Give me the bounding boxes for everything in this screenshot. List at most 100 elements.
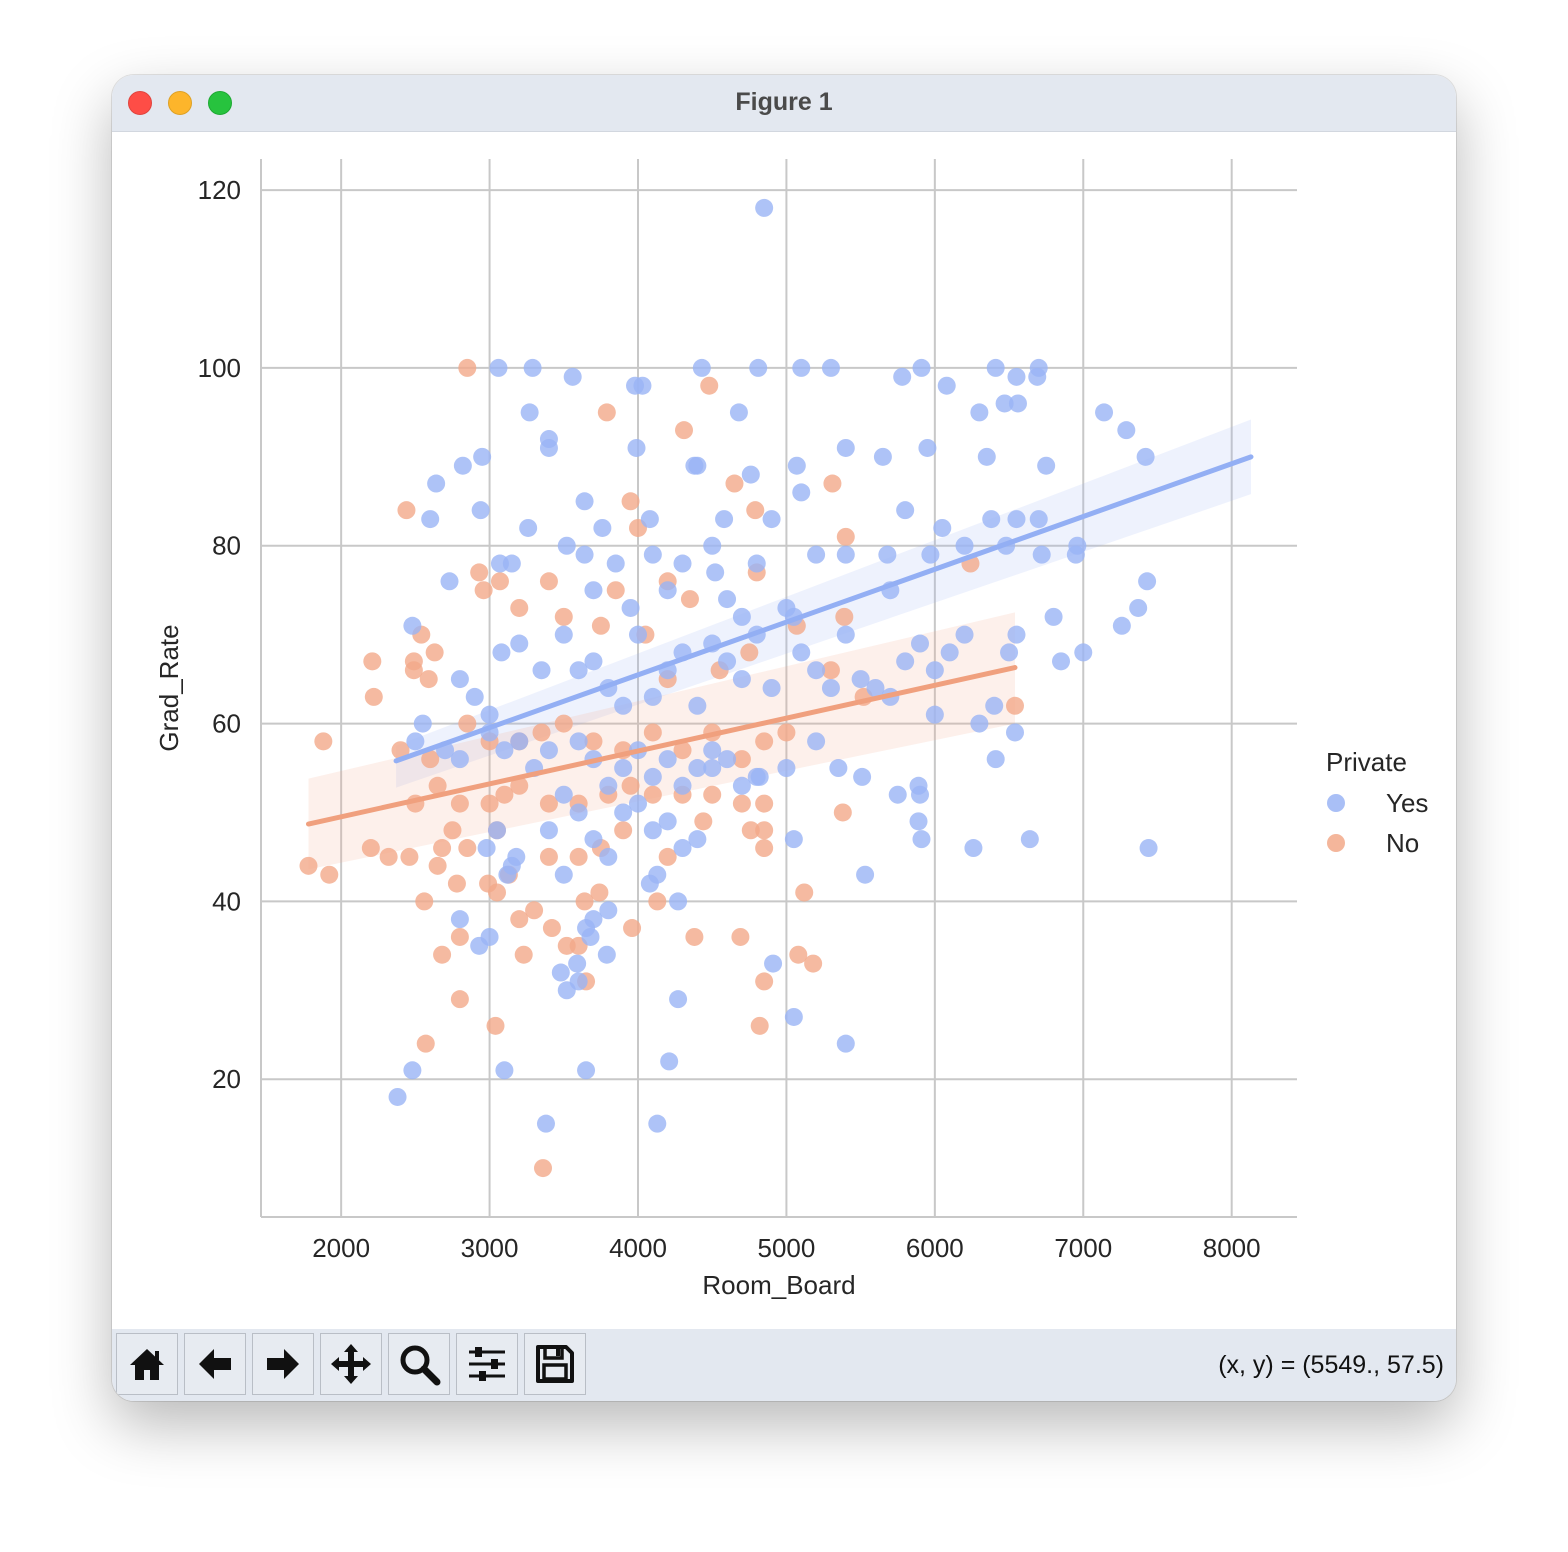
data-point-no[interactable] [554, 714, 573, 733]
data-point-no[interactable] [621, 776, 640, 795]
data-point-yes[interactable] [519, 518, 538, 537]
data-point-yes[interactable] [688, 456, 707, 475]
data-point-yes[interactable] [912, 358, 931, 377]
data-point-yes[interactable] [487, 821, 506, 840]
data-point-yes[interactable] [480, 927, 499, 946]
data-point-no[interactable] [821, 661, 840, 680]
data-point-no[interactable] [539, 847, 558, 866]
data-point-no[interactable] [789, 945, 808, 964]
zoom-button[interactable] [388, 1333, 450, 1395]
data-point-yes[interactable] [557, 536, 576, 555]
data-point-yes[interactable] [539, 741, 558, 760]
data-point-no[interactable] [486, 1016, 505, 1035]
data-point-yes[interactable] [703, 536, 722, 555]
configure-subplots-button[interactable] [456, 1333, 518, 1395]
data-point-yes[interactable] [851, 670, 870, 689]
data-point-no[interactable] [732, 794, 751, 813]
data-point-yes[interactable] [427, 474, 446, 493]
data-point-no[interactable] [415, 892, 434, 911]
data-point-no[interactable] [495, 785, 514, 804]
data-point-no[interactable] [458, 358, 477, 377]
data-point-yes[interactable] [792, 483, 811, 502]
data-point-yes[interactable] [856, 865, 875, 884]
data-point-yes[interactable] [821, 679, 840, 697]
data-point-yes[interactable] [673, 839, 692, 858]
data-point-no[interactable] [569, 847, 588, 866]
data-point-yes[interactable] [643, 821, 662, 840]
data-point-yes[interactable] [970, 403, 989, 422]
data-point-yes[interactable] [1005, 723, 1024, 742]
data-point-yes[interactable] [893, 367, 912, 386]
data-point-no[interactable] [542, 919, 561, 938]
data-point-yes[interactable] [413, 714, 432, 733]
data-point-no[interactable] [755, 732, 774, 751]
data-point-no[interactable] [470, 563, 489, 582]
data-point-no[interactable] [532, 723, 551, 742]
data-point-no[interactable] [314, 732, 333, 751]
data-point-no[interactable] [404, 661, 423, 680]
data-point-yes[interactable] [569, 803, 588, 822]
data-point-yes[interactable] [706, 563, 725, 582]
data-point-yes[interactable] [640, 510, 659, 529]
data-point-yes[interactable] [575, 545, 594, 564]
data-point-no[interactable] [458, 714, 477, 733]
data-point-no[interactable] [804, 954, 823, 973]
data-point-yes[interactable] [792, 643, 811, 662]
data-point-yes[interactable] [807, 661, 826, 680]
data-point-yes[interactable] [986, 358, 1005, 377]
data-point-yes[interactable] [747, 554, 766, 573]
data-point-yes[interactable] [1007, 625, 1026, 644]
data-point-yes[interactable] [575, 492, 594, 511]
data-point-yes[interactable] [1029, 510, 1048, 529]
data-point-yes[interactable] [648, 865, 667, 884]
data-point-yes[interactable] [821, 358, 840, 377]
data-point-no[interactable] [443, 821, 462, 840]
data-point-yes[interactable] [450, 750, 469, 769]
data-point-yes[interactable] [703, 741, 722, 760]
data-point-yes[interactable] [853, 767, 872, 786]
data-point-no[interactable] [554, 607, 573, 626]
data-point-yes[interactable] [688, 696, 707, 715]
data-point-no[interactable] [539, 572, 558, 591]
data-point-no[interactable] [320, 865, 339, 884]
data-point-yes[interactable] [388, 1087, 407, 1106]
data-point-no[interactable] [450, 794, 469, 813]
data-point-yes[interactable] [792, 358, 811, 377]
data-point-yes[interactable] [1052, 652, 1071, 671]
data-point-yes[interactable] [406, 732, 425, 751]
data-point-yes[interactable] [1139, 839, 1158, 858]
data-point-yes[interactable] [569, 661, 588, 680]
data-point-no[interactable] [458, 839, 477, 858]
data-point-yes[interactable] [715, 510, 734, 529]
data-point-no[interactable] [680, 590, 699, 609]
data-point-no[interactable] [590, 883, 609, 902]
data-point-no[interactable] [421, 750, 440, 769]
back-button[interactable] [184, 1333, 246, 1395]
data-point-yes[interactable] [658, 812, 677, 831]
data-point-no[interactable] [363, 652, 382, 671]
data-point-no[interactable] [648, 892, 667, 911]
scatter-chart[interactable]: 2000 3000 4000 5000 6000 7000 8000 20 40 60 80 100 1… [112, 131, 1456, 1329]
data-point-no[interactable] [391, 741, 410, 760]
data-point-yes[interactable] [480, 705, 499, 724]
save-button[interactable] [524, 1333, 586, 1395]
data-point-no[interactable] [510, 910, 529, 929]
data-point-yes[interactable] [755, 198, 774, 217]
data-point-yes[interactable] [669, 892, 688, 911]
data-point-yes[interactable] [977, 447, 996, 466]
data-point-yes[interactable] [955, 625, 974, 644]
data-point-yes[interactable] [807, 545, 826, 564]
data-point-no[interactable] [425, 643, 444, 662]
data-point-no[interactable] [480, 794, 499, 813]
data-point-yes[interactable] [937, 376, 956, 395]
data-point-yes[interactable] [985, 696, 1004, 715]
data-point-yes[interactable] [554, 785, 573, 804]
data-point-yes[interactable] [688, 759, 707, 778]
data-point-yes[interactable] [807, 732, 826, 751]
data-point-yes[interactable] [643, 767, 662, 786]
data-point-no[interactable] [514, 945, 533, 964]
data-point-no[interactable] [795, 883, 814, 902]
data-point-yes[interactable] [584, 581, 603, 600]
data-point-yes[interactable] [510, 634, 529, 653]
data-point-yes[interactable] [732, 776, 751, 795]
